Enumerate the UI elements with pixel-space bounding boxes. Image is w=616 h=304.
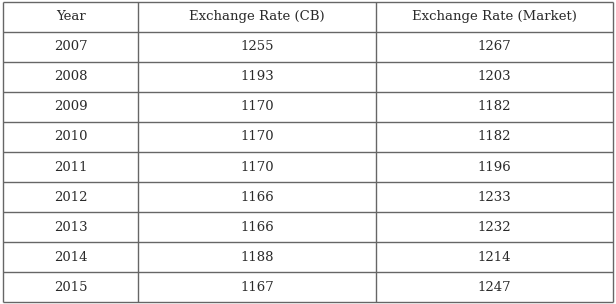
Text: 1247: 1247 [477,281,511,294]
Text: 1255: 1255 [240,40,274,53]
Text: 1166: 1166 [240,221,274,234]
Text: 2010: 2010 [54,130,87,143]
Text: 1170: 1170 [240,161,274,174]
Text: 2013: 2013 [54,221,87,234]
Text: 1166: 1166 [240,191,274,204]
Text: 2015: 2015 [54,281,87,294]
Text: Year: Year [56,10,86,23]
Text: 1170: 1170 [240,130,274,143]
Text: 1267: 1267 [477,40,511,53]
Text: 1193: 1193 [240,70,274,83]
Text: 2012: 2012 [54,191,87,204]
Text: Exchange Rate (CB): Exchange Rate (CB) [189,10,325,23]
Text: 2011: 2011 [54,161,87,174]
Text: 1214: 1214 [477,251,511,264]
Text: 1233: 1233 [477,191,511,204]
Text: 1182: 1182 [477,130,511,143]
Text: 1196: 1196 [477,161,511,174]
Text: Exchange Rate (Market): Exchange Rate (Market) [412,10,577,23]
Text: 1182: 1182 [477,100,511,113]
Text: 1232: 1232 [477,221,511,234]
Text: 2009: 2009 [54,100,87,113]
Text: 2007: 2007 [54,40,87,53]
Text: 1170: 1170 [240,100,274,113]
Text: 1203: 1203 [477,70,511,83]
Text: 1188: 1188 [240,251,274,264]
Text: 2008: 2008 [54,70,87,83]
Text: 2014: 2014 [54,251,87,264]
Text: 1167: 1167 [240,281,274,294]
